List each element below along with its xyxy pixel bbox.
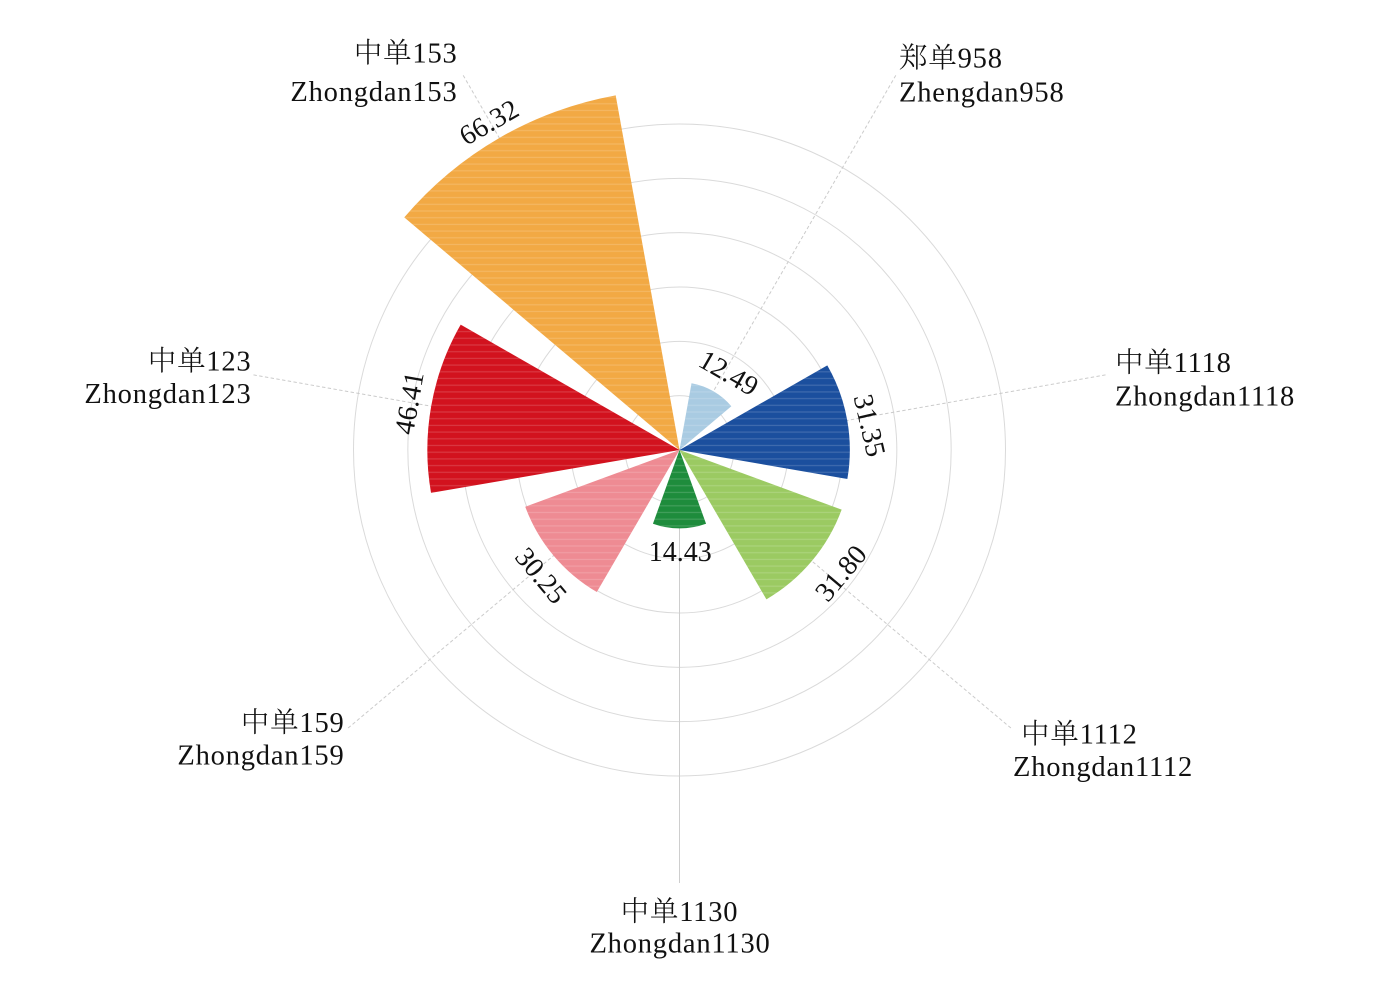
svg-text:123: 123 <box>206 347 251 378</box>
svg-text:1130: 1130 <box>679 897 738 928</box>
svg-text:153: 153 <box>412 39 457 70</box>
svg-text:958: 958 <box>958 44 1003 75</box>
svg-text:Zhongdan153: Zhongdan153 <box>290 77 457 108</box>
svg-text:Zhongdan123: Zhongdan123 <box>84 379 251 410</box>
svg-text:1112: 1112 <box>1080 720 1138 751</box>
svg-text:Zhongdan1112: Zhongdan1112 <box>1013 752 1193 783</box>
svg-text:Zhongdan1118: Zhongdan1118 <box>1115 382 1295 413</box>
svg-text:1118: 1118 <box>1174 348 1232 379</box>
svg-text:Zhengdan958: Zhengdan958 <box>899 78 1065 109</box>
svg-text:159: 159 <box>299 708 344 739</box>
svg-text:Zhongdan159: Zhongdan159 <box>177 741 344 772</box>
svg-text:14.43: 14.43 <box>649 537 712 568</box>
svg-text:Zhongdan1130: Zhongdan1130 <box>589 929 770 960</box>
